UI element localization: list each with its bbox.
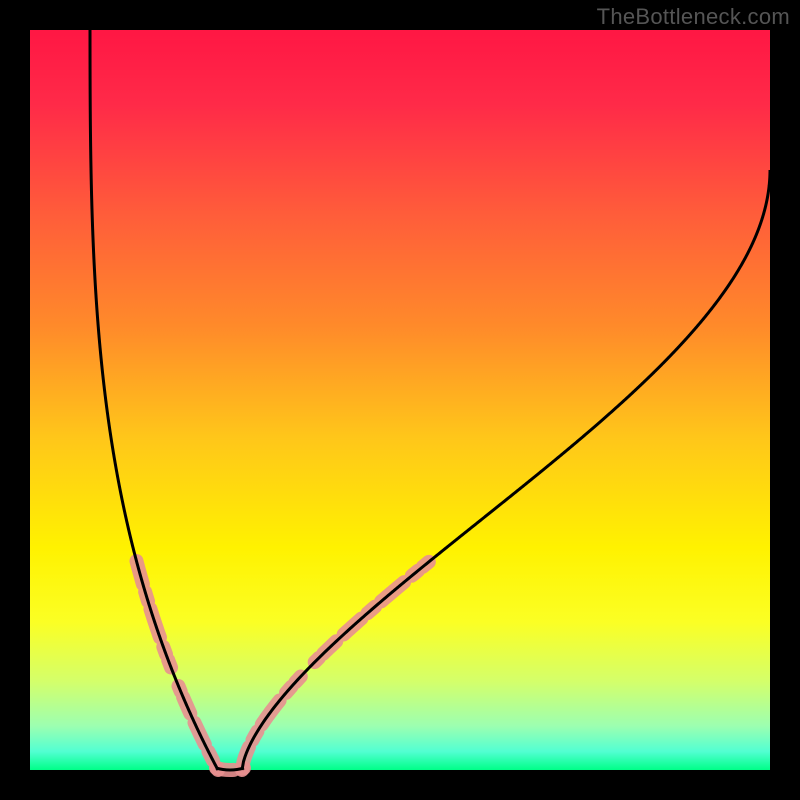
plot-svg [0, 0, 800, 800]
highlight-band [136, 560, 430, 770]
chart-container: TheBottleneck.com [0, 0, 800, 800]
bottleneck-curve [90, 0, 770, 770]
highlight-left [136, 561, 218, 770]
curve-right-branch [242, 170, 770, 770]
highlight-right [242, 560, 431, 770]
watermark-label: TheBottleneck.com [597, 4, 790, 30]
curve-left-branch [90, 0, 218, 770]
